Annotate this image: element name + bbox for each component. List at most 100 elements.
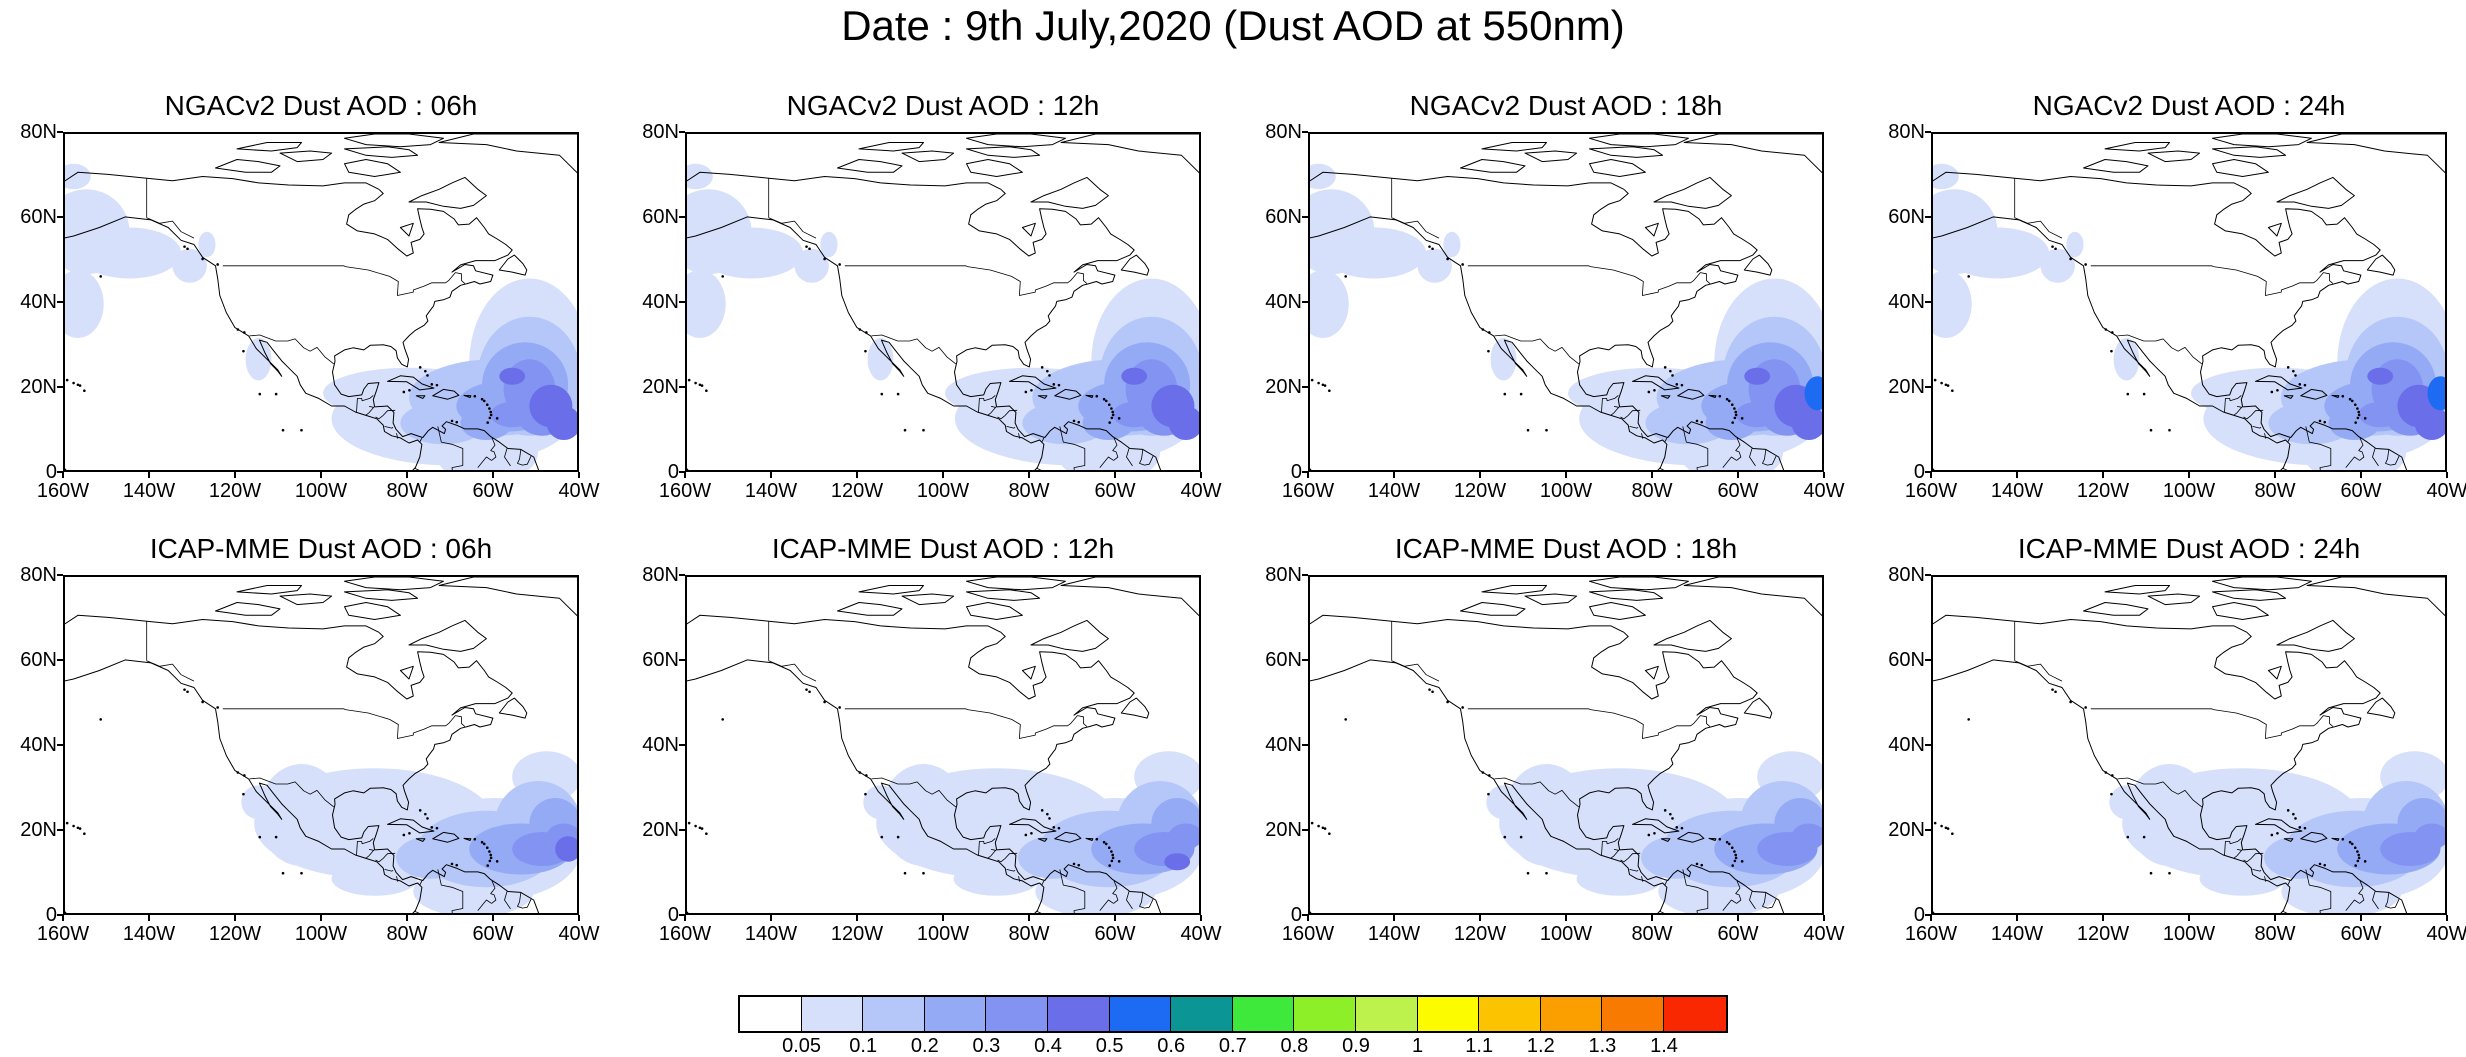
lat-tick-label: 80N [1265,564,1302,586]
lat-tick-label: 60N [20,649,57,671]
island-coastline [2212,589,2287,601]
island-dot [1317,381,1320,385]
island-dot [300,428,303,432]
dust-field [1791,406,1822,440]
lon-tick-label: 40W [1180,923,1222,945]
country-border [517,455,532,466]
lon-tick-mark [320,472,322,478]
colorbar-swatch [924,997,987,1031]
island-coastline [344,577,444,591]
island-dot [65,821,69,825]
lat-tick-mark [1302,131,1308,133]
country-border [2385,892,2390,907]
island-dot [1519,835,1523,839]
lat-tick-label: 60N [1265,649,1302,671]
colorbar-swatch [740,997,802,1031]
island-dot [1107,846,1111,850]
island-dot [480,397,484,401]
island-dot [489,853,493,857]
coastline [1310,216,1668,470]
lon-tick-label: 160W [36,480,90,502]
island-coastline [2255,375,2303,391]
island-dot [1933,911,1935,913]
colorbar-label: 0.5 [1095,1035,1124,1057]
island-dot [486,421,489,424]
island-dot [1428,245,1431,248]
colorbar-label: 0.2 [910,1035,939,1057]
country-border [2264,433,2267,439]
island-dot [1695,862,1699,866]
lon-tick-mark [1737,472,1739,478]
island-coastline [1060,134,1199,174]
dust-field [1804,376,1822,411]
island-dot [2356,416,2360,420]
lon-tick-mark [2360,472,2362,478]
island-dot [1111,853,1114,857]
island-dot [698,383,702,387]
dust-field [2109,785,2144,820]
dust-field [258,764,345,866]
lon-tick-mark [770,472,772,478]
island-dot [1545,428,1548,432]
island-dot [1675,383,1679,386]
island-dot [1731,864,1734,867]
dust-field [490,401,534,428]
dust-field [1641,836,1710,879]
colorbar-label: 0.8 [1280,1035,1309,1057]
lon-tick-mark [1307,472,1309,478]
dust-field [65,270,104,338]
island-dot [1503,392,1507,396]
island-coastline [2255,818,2303,834]
island-dot [2294,374,2297,377]
country-border [2282,467,2288,470]
island-coastline [387,375,435,391]
country-border [2385,449,2390,464]
island-dot [1671,374,1674,377]
island-dot [687,911,689,913]
country-border [356,838,374,856]
island-dot [865,774,868,777]
island-dot [65,911,67,913]
lat-tick-mark [57,574,63,576]
lon-tick-mark [684,915,686,921]
lon-tick-mark [492,915,494,921]
dust-field [687,163,713,190]
island-dot [1725,397,1729,401]
country-border [1762,892,1767,907]
lon-tick-label: 100W [2162,480,2216,502]
lat-tick-mark [1925,301,1931,303]
island-dot [2348,397,2352,401]
dust-field [1417,248,1452,283]
island-dot [488,859,492,863]
island-dot [2126,392,2130,396]
island-dot [1321,826,1325,830]
island-dot [1944,826,1948,830]
lon-tick-mark [234,915,236,921]
lon-tick-label: 120W [2076,923,2130,945]
country-border [1762,449,1767,464]
island-coastline [2104,142,2170,152]
island-dot [2168,428,2171,432]
island-dot [281,871,285,875]
island-dot [1946,827,1950,830]
country-border [504,448,511,467]
island-dot [76,383,80,387]
dust-field [331,861,418,896]
island-dot [1446,257,1449,261]
island-dot [2303,383,2307,387]
country-border [978,395,996,413]
country-border [1494,334,1580,365]
island-coastline [966,134,1066,148]
colorbar-label: 0.05 [782,1035,822,1057]
island-dot [698,826,702,830]
colorbar-swatch [801,997,864,1031]
coastline [65,171,380,190]
country-border [2345,899,2360,911]
island-dot [705,389,708,392]
island-dot [183,688,186,691]
island-dot [424,812,427,816]
lat-tick-mark [1302,829,1308,831]
island-dot [1072,419,1076,423]
island-coastline [215,159,281,173]
dust-field [1112,401,1156,428]
